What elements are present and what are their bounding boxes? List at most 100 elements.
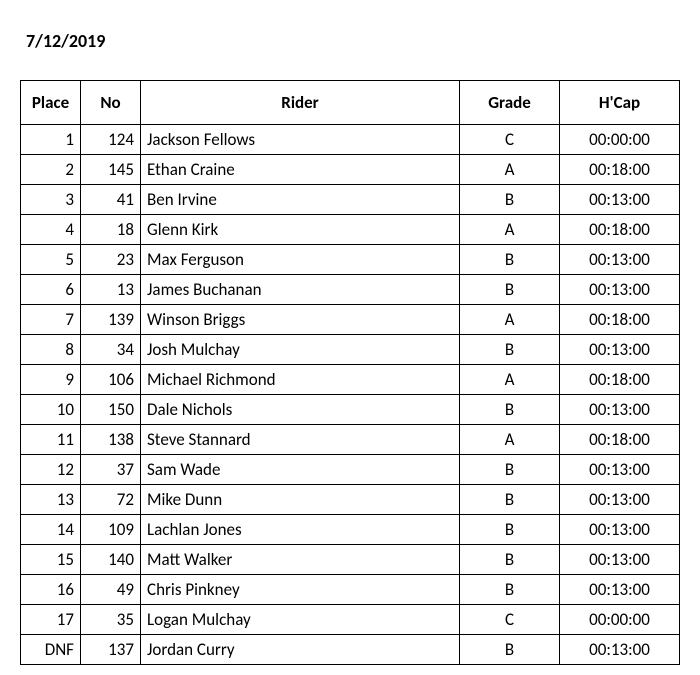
table-row: DNF137Jordan CurryB00:13:00 xyxy=(21,635,680,665)
cell-no: 106 xyxy=(81,365,141,395)
col-header-place: Place xyxy=(21,81,81,125)
cell-rider: Ethan Craine xyxy=(141,155,460,185)
table-row: 1735Logan MulchayC00:00:00 xyxy=(21,605,680,635)
cell-grade: B xyxy=(460,575,560,605)
cell-no: 41 xyxy=(81,185,141,215)
cell-rider: Sam Wade xyxy=(141,455,460,485)
cell-rider: Jackson Fellows xyxy=(141,125,460,155)
cell-hcap: 00:13:00 xyxy=(560,245,680,275)
cell-hcap: 00:00:00 xyxy=(560,605,680,635)
table-row: 9106Michael RichmondA00:18:00 xyxy=(21,365,680,395)
table-row: 341Ben IrvineB00:13:00 xyxy=(21,185,680,215)
cell-place: 10 xyxy=(21,395,81,425)
cell-rider: Josh Mulchay xyxy=(141,335,460,365)
cell-place: 16 xyxy=(21,575,81,605)
table-row: 1124Jackson FellowsC00:00:00 xyxy=(21,125,680,155)
cell-grade: B xyxy=(460,545,560,575)
cell-hcap: 00:13:00 xyxy=(560,545,680,575)
table-row: 7139Winson BriggsA00:18:00 xyxy=(21,305,680,335)
cell-grade: A xyxy=(460,425,560,455)
table-row: 14109Lachlan JonesB00:13:00 xyxy=(21,515,680,545)
cell-grade: C xyxy=(460,605,560,635)
cell-grade: B xyxy=(460,245,560,275)
cell-no: 34 xyxy=(81,335,141,365)
cell-grade: A xyxy=(460,215,560,245)
cell-hcap: 00:13:00 xyxy=(560,515,680,545)
cell-rider: Dale Nichols xyxy=(141,395,460,425)
cell-no: 139 xyxy=(81,305,141,335)
cell-grade: B xyxy=(460,485,560,515)
cell-hcap: 00:13:00 xyxy=(560,395,680,425)
cell-rider: James Buchanan xyxy=(141,275,460,305)
cell-rider: Logan Mulchay xyxy=(141,605,460,635)
cell-no: 49 xyxy=(81,575,141,605)
cell-grade: B xyxy=(460,515,560,545)
cell-rider: Michael Richmond xyxy=(141,365,460,395)
cell-hcap: 00:18:00 xyxy=(560,365,680,395)
cell-hcap: 00:13:00 xyxy=(560,635,680,665)
table-row: 613James BuchananB00:13:00 xyxy=(21,275,680,305)
cell-no: 18 xyxy=(81,215,141,245)
cell-rider: Matt Walker xyxy=(141,545,460,575)
cell-place: 17 xyxy=(21,605,81,635)
cell-hcap: 00:13:00 xyxy=(560,575,680,605)
cell-hcap: 00:18:00 xyxy=(560,425,680,455)
cell-no: 137 xyxy=(81,635,141,665)
cell-place: 5 xyxy=(21,245,81,275)
cell-place: 9 xyxy=(21,365,81,395)
col-header-hcap: H'Cap xyxy=(560,81,680,125)
cell-hcap: 00:13:00 xyxy=(560,455,680,485)
cell-no: 124 xyxy=(81,125,141,155)
table-row: 418Glenn KirkA00:18:00 xyxy=(21,215,680,245)
cell-place: 13 xyxy=(21,485,81,515)
cell-hcap: 00:00:00 xyxy=(560,125,680,155)
cell-rider: Max Ferguson xyxy=(141,245,460,275)
cell-place: 8 xyxy=(21,335,81,365)
cell-no: 37 xyxy=(81,455,141,485)
cell-grade: B xyxy=(460,635,560,665)
cell-hcap: 00:13:00 xyxy=(560,335,680,365)
cell-no: 145 xyxy=(81,155,141,185)
cell-no: 138 xyxy=(81,425,141,455)
cell-place: DNF xyxy=(21,635,81,665)
cell-hcap: 00:18:00 xyxy=(560,215,680,245)
table-row: 1372Mike DunnB00:13:00 xyxy=(21,485,680,515)
cell-hcap: 00:18:00 xyxy=(560,155,680,185)
cell-grade: A xyxy=(460,365,560,395)
date-heading: 7/12/2019 xyxy=(26,30,680,52)
cell-grade: A xyxy=(460,305,560,335)
cell-grade: B xyxy=(460,185,560,215)
cell-place: 11 xyxy=(21,425,81,455)
cell-rider: Winson Briggs xyxy=(141,305,460,335)
table-row: 15140Matt WalkerB00:13:00 xyxy=(21,545,680,575)
cell-place: 1 xyxy=(21,125,81,155)
cell-no: 72 xyxy=(81,485,141,515)
results-table: Place No Rider Grade H'Cap 1124Jackson F… xyxy=(20,80,680,665)
col-header-grade: Grade xyxy=(460,81,560,125)
table-row: 1237Sam WadeB00:13:00 xyxy=(21,455,680,485)
cell-no: 13 xyxy=(81,275,141,305)
cell-no: 35 xyxy=(81,605,141,635)
cell-place: 15 xyxy=(21,545,81,575)
cell-grade: B xyxy=(460,455,560,485)
cell-place: 2 xyxy=(21,155,81,185)
table-row: 834Josh MulchayB00:13:00 xyxy=(21,335,680,365)
table-row: 1649Chris PinkneyB00:13:00 xyxy=(21,575,680,605)
cell-no: 150 xyxy=(81,395,141,425)
cell-grade: B xyxy=(460,395,560,425)
cell-place: 12 xyxy=(21,455,81,485)
cell-rider: Chris Pinkney xyxy=(141,575,460,605)
cell-grade: B xyxy=(460,335,560,365)
cell-hcap: 00:13:00 xyxy=(560,185,680,215)
table-header-row: Place No Rider Grade H'Cap xyxy=(21,81,680,125)
cell-hcap: 00:18:00 xyxy=(560,305,680,335)
cell-place: 4 xyxy=(21,215,81,245)
cell-hcap: 00:13:00 xyxy=(560,485,680,515)
cell-place: 7 xyxy=(21,305,81,335)
cell-rider: Steve Stannard xyxy=(141,425,460,455)
cell-place: 3 xyxy=(21,185,81,215)
cell-no: 140 xyxy=(81,545,141,575)
cell-rider: Jordan Curry xyxy=(141,635,460,665)
table-row: 2145Ethan CraineA00:18:00 xyxy=(21,155,680,185)
cell-rider: Lachlan Jones xyxy=(141,515,460,545)
